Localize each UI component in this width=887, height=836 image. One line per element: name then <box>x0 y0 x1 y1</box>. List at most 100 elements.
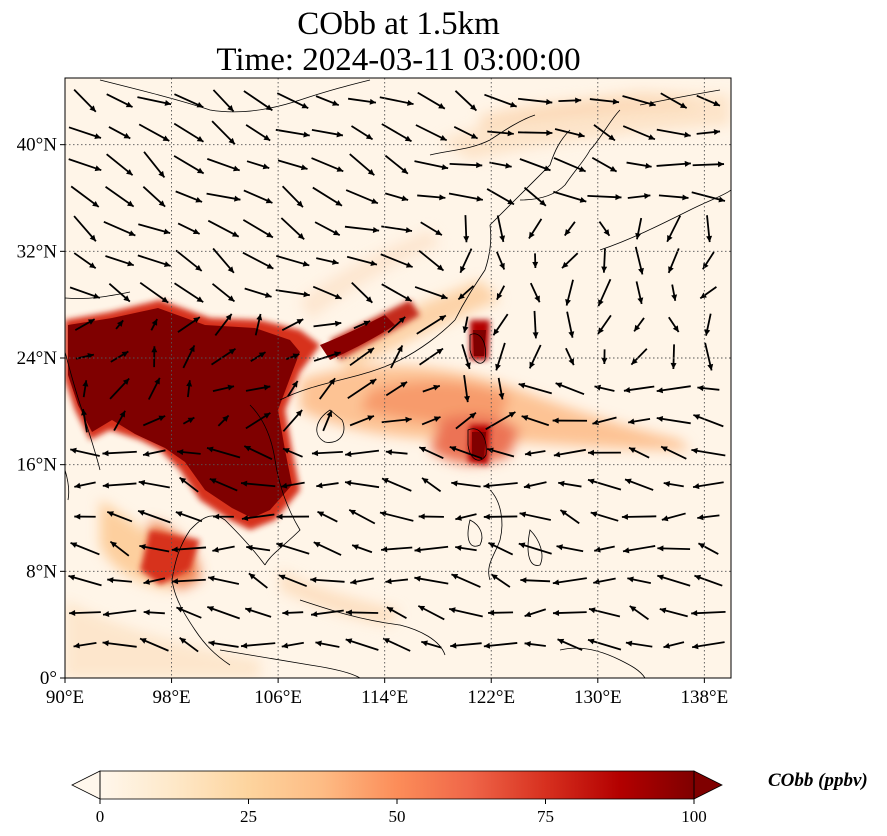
wind-arrow <box>592 416 617 426</box>
wind-arrow <box>177 316 201 333</box>
wind-arrow <box>351 544 373 554</box>
wind-arrow <box>553 157 587 173</box>
wind-arrow <box>344 225 380 233</box>
wind-arrow <box>520 577 551 584</box>
wind-arrow <box>143 151 166 179</box>
colorbar: 0 25 50 75 100 <box>71 770 723 826</box>
wind-arrow <box>143 577 166 585</box>
wind-arrow <box>622 95 656 107</box>
wind-arrow <box>552 417 588 424</box>
latitude-axis: 0° 8°N 16°N 24°N 32°N 40°N <box>17 135 65 689</box>
wind-arrow <box>349 153 375 176</box>
wind-arrow <box>483 482 518 489</box>
wind-arrow <box>137 96 172 106</box>
lon-tick-label: 90°E <box>46 687 84 708</box>
wind-arrow <box>248 572 268 589</box>
lon-tick-label: 106°E <box>254 687 302 708</box>
wind-arrow <box>353 320 371 330</box>
wind-arrow <box>179 637 199 653</box>
wind-arrow <box>553 190 587 203</box>
colorbar-tick-label: 100 <box>681 807 707 826</box>
wind-arrow <box>692 161 725 168</box>
wind-arrow <box>241 513 275 522</box>
wind-arrow <box>417 91 446 110</box>
concentration-field <box>65 90 730 678</box>
lon-tick-label: 114°E <box>361 687 408 708</box>
wind-arrow <box>532 253 539 268</box>
wind-arrow <box>693 414 724 428</box>
wind-arrow <box>212 384 235 393</box>
wind-arrow <box>106 93 133 108</box>
wind-arrow <box>243 189 273 204</box>
wind-arrow <box>589 98 620 105</box>
wind-arrow <box>385 381 408 397</box>
wind-arrow <box>518 97 553 105</box>
wind-arrow <box>659 607 688 618</box>
wind-arrow <box>245 124 271 142</box>
wind-arrow <box>624 478 654 491</box>
wind-arrow <box>559 509 580 525</box>
wind-arrow <box>214 313 233 336</box>
wind-arrow <box>417 194 446 201</box>
wind-arrow <box>463 375 470 403</box>
wind-arrow <box>103 220 136 237</box>
wind-arrow <box>524 641 546 648</box>
wind-arrow <box>591 156 618 173</box>
wind-arrow <box>519 158 551 172</box>
wind-arrow <box>74 318 96 331</box>
wind-arrow <box>208 640 239 648</box>
wind-arrow <box>418 513 444 520</box>
wind-arrow <box>521 415 550 427</box>
colorbar-tick-label: 50 <box>389 807 406 826</box>
wind-arrow <box>448 607 483 618</box>
wind-arrow <box>242 219 274 239</box>
wind-arrow <box>212 89 235 113</box>
wind-arrow <box>454 90 478 112</box>
wind-arrow <box>697 542 719 555</box>
wind-arrow <box>313 351 341 362</box>
wind-arrow <box>68 158 102 172</box>
wind-arrow <box>287 380 299 397</box>
wind-arrow <box>179 476 199 493</box>
wind-arrow <box>381 416 412 424</box>
wind-arrow <box>384 154 409 175</box>
wind-arrow <box>704 313 712 336</box>
wind-arrow <box>68 574 102 587</box>
wind-arrow <box>254 313 263 336</box>
wind-arrow <box>312 186 343 207</box>
wind-arrow <box>699 286 717 300</box>
wind-arrow <box>485 411 516 431</box>
wind-arrow <box>276 92 309 109</box>
wind-arrow <box>381 283 413 302</box>
wind-arrow <box>555 382 585 396</box>
wind-arrow <box>621 513 657 520</box>
wind-arrow <box>528 344 542 369</box>
wind-arrow <box>346 255 378 266</box>
wind-arrow <box>275 289 310 298</box>
wind-arrow <box>691 447 726 457</box>
wind-arrow <box>102 609 137 618</box>
wind-arrow <box>278 574 308 588</box>
wind-arrow <box>449 446 483 460</box>
wind-arrow <box>415 124 448 142</box>
wind-arrow <box>206 446 241 459</box>
wind-arrow <box>627 193 651 200</box>
wind-arrow <box>381 477 412 492</box>
wind-arrow <box>697 514 720 521</box>
wind-arrow <box>311 129 344 138</box>
wind-arrow <box>523 481 547 489</box>
wind-arrow <box>73 88 97 113</box>
wind-arrow <box>455 411 477 430</box>
wind-arrow <box>211 283 236 303</box>
wind-arrow <box>245 384 271 392</box>
wind-arrow <box>448 192 484 202</box>
wind-arrow <box>381 123 412 143</box>
wind-arrow <box>496 215 506 243</box>
wind-arrow <box>319 377 336 400</box>
wind-arrow <box>313 541 342 556</box>
wind-arrow <box>704 342 714 371</box>
wind-arrow <box>414 160 449 170</box>
wind-arrow <box>142 415 166 427</box>
wind-arrow <box>656 415 691 425</box>
